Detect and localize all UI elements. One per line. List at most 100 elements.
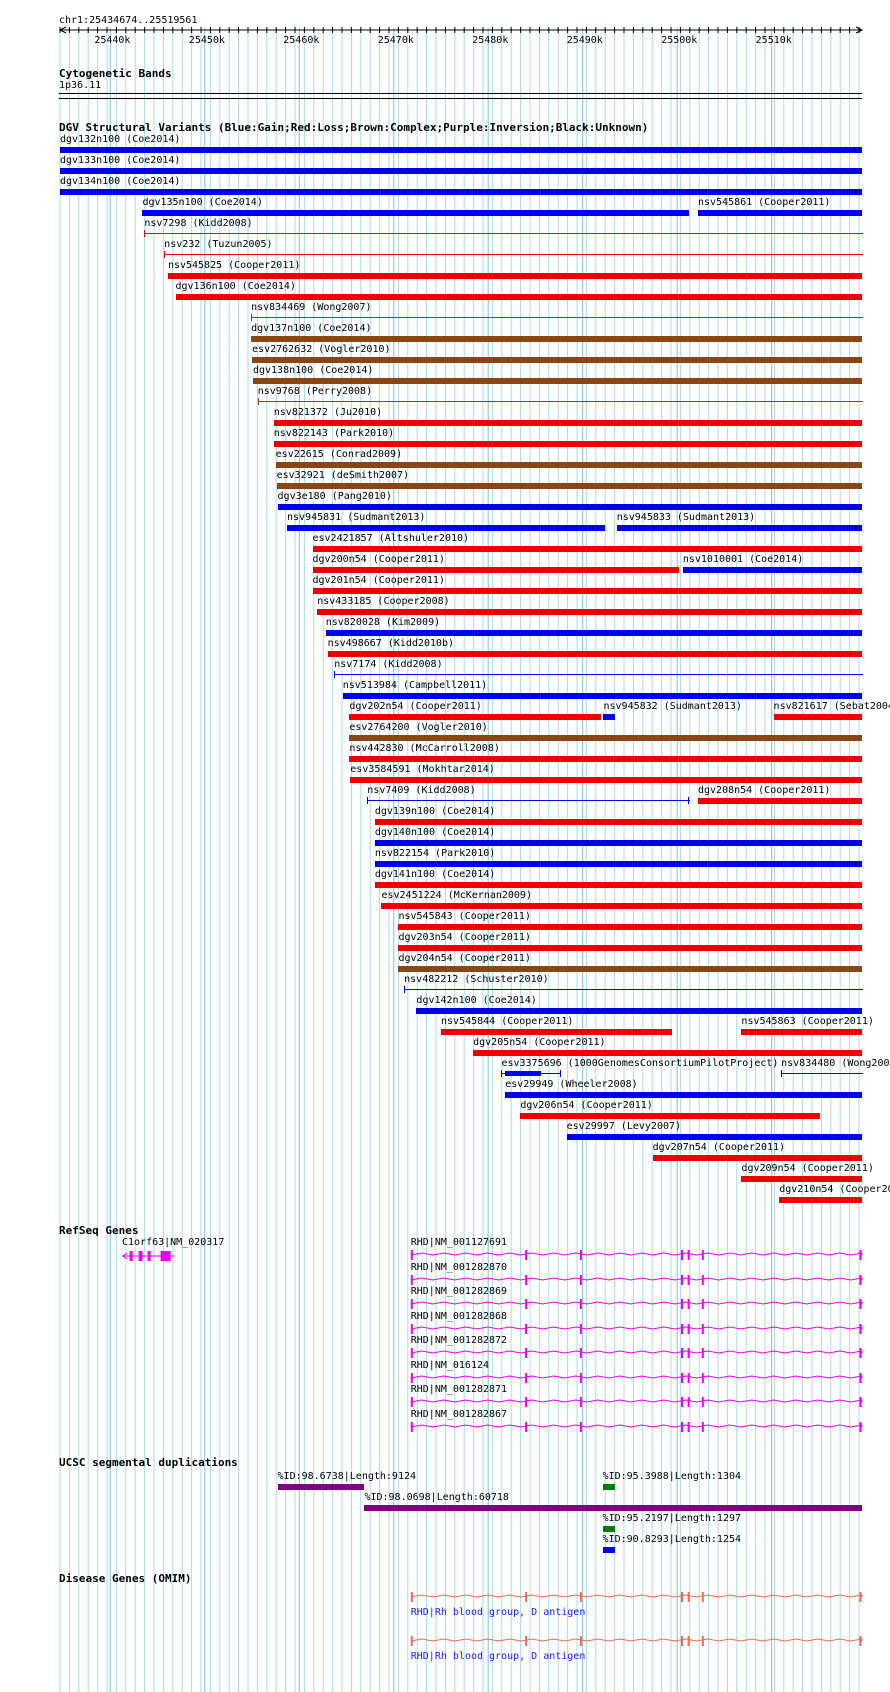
dgv-variant-bar[interactable]	[317, 609, 862, 615]
segdup-bar[interactable]	[602, 1547, 615, 1553]
dgv-variant-label[interactable]: dgv201n54 (Cooper2011)	[312, 575, 445, 586]
dgv-variant-bar[interactable]	[779, 1197, 862, 1203]
dgv-variant-label[interactable]: dgv134n100 (Coe2014)	[60, 176, 181, 187]
track-title-segdups[interactable]: UCSC segmental duplications	[59, 1456, 238, 1469]
dgv-variant-bar[interactable]	[603, 714, 615, 720]
dgv-variant-bar[interactable]	[440, 1029, 673, 1035]
dgv-variant-label[interactable]: dgv132n100 (Coe2014)	[60, 134, 181, 145]
dgv-variant-bar[interactable]	[60, 147, 862, 153]
dgv-variant-label[interactable]: nsv545825 (Cooper2011)	[167, 260, 301, 271]
dgv-variant-bar[interactable]	[325, 630, 862, 636]
segdup-bar[interactable]	[277, 1484, 365, 1490]
dgv-variant-label[interactable]: dgv3e180 (Pang2010)	[277, 491, 392, 502]
dgv-variant-label[interactable]: nsv834480 (Wong2007)	[781, 1058, 890, 1069]
dgv-variant-label[interactable]: nsv232 (Tuzun2005)	[164, 239, 273, 250]
dgv-variant-label[interactable]: dgv135n100 (Coe2014)	[142, 197, 263, 208]
dgv-variant-label[interactable]: nsv822143 (Park2010)	[273, 428, 395, 439]
dgv-variant-bar[interactable]	[398, 924, 862, 930]
dgv-variant-label[interactable]: esv3375696 (1000GenomesConsortiumPilotPr…	[501, 1058, 779, 1069]
dgv-variant-bar[interactable]	[398, 966, 862, 972]
dgv-variant-bar[interactable]	[342, 693, 862, 699]
dgv-variant-label[interactable]: dgv139n100 (Coe2014)	[374, 806, 496, 817]
gene-model-rhd[interactable]	[0, 1296, 890, 1312]
dgv-variant-label[interactable]: dgv204n54 (Cooper2011)	[398, 953, 531, 964]
dgv-variant-bar[interactable]	[277, 504, 862, 510]
dgv-variant-label[interactable]: dgv200n54 (Cooper2011)	[312, 554, 445, 565]
segdup-label[interactable]: %ID:90.8293|Length:1254	[602, 1534, 742, 1545]
dgv-variant-bar[interactable]	[167, 273, 862, 279]
gene-model-rhd[interactable]	[0, 1321, 890, 1337]
dgv-variant-bar[interactable]	[312, 546, 862, 552]
dgv-variant-bar[interactable]	[276, 483, 862, 489]
dgv-variant-bar[interactable]	[741, 1176, 862, 1182]
dgv-variant-label[interactable]: dgv136n100 (Coe2014)	[175, 281, 296, 292]
dgv-variant-bar[interactable]	[349, 714, 601, 720]
dgv-variant-bar[interactable]	[398, 945, 862, 951]
gene-label-rhd[interactable]: RHD|NM_001282869	[410, 1286, 508, 1297]
dgv-variant-label[interactable]: dgv138n100 (Coe2014)	[252, 365, 374, 376]
dgv-variant-bar[interactable]	[682, 567, 862, 573]
dgv-variant-bar[interactable]	[252, 357, 862, 363]
dgv-variant-label[interactable]: nsv513984 (Campbell2011)	[342, 680, 488, 691]
omim-label[interactable]: RHD|Rh blood group, D antigen	[410, 1607, 586, 1618]
segdup-bar[interactable]	[602, 1484, 615, 1490]
dgv-variant-label[interactable]: nsv433185 (Cooper2008)	[317, 596, 450, 607]
gene-model-rhd[interactable]	[0, 1370, 890, 1386]
dgv-variant-label[interactable]: esv29949 (Wheeler2008)	[505, 1079, 638, 1090]
dgv-variant-label[interactable]: dgv141n100 (Coe2014)	[374, 869, 496, 880]
dgv-variant-bar[interactable]	[327, 651, 862, 657]
cytoband-label[interactable]: 1p36.11	[59, 80, 102, 91]
dgv-variant-label[interactable]: esv29997 (Levy2007)	[566, 1121, 682, 1132]
dgv-variant-label[interactable]: nsv821617 (Sebat2004)	[773, 701, 890, 712]
dgv-variant-label[interactable]: nsv945833 (Sudmant2013)	[616, 512, 756, 523]
dgv-variant-label[interactable]: nsv834469 (Wong2007)	[251, 302, 372, 313]
dgv-variant-bar[interactable]	[251, 336, 862, 342]
dgv-variant-label[interactable]: nsv821372 (Ju2010)	[273, 407, 383, 418]
dgv-variant-label[interactable]: dgv140n100 (Coe2014)	[374, 827, 496, 838]
dgv-variant-label[interactable]: esv2421857 (Altshuler2010)	[312, 533, 470, 544]
dgv-variant-label[interactable]: esv2451224 (McKernan2009)	[381, 890, 532, 901]
dgv-variant-label[interactable]: esv3584591 (Mokhtar2014)	[350, 764, 495, 775]
dgv-variant-label[interactable]: dgv202n54 (Cooper2011)	[349, 701, 482, 712]
dgv-variant-bar[interactable]	[251, 317, 863, 318]
dgv-variant-label[interactable]: dgv137n100 (Coe2014)	[251, 323, 372, 334]
gene-model-rhd[interactable]	[0, 1272, 890, 1288]
dgv-variant-bar[interactable]	[144, 233, 863, 234]
dgv-variant-bar[interactable]	[164, 254, 863, 255]
dgv-variant-label[interactable]: nsv545863 (Cooper2011)	[741, 1016, 874, 1027]
dgv-variant-bar[interactable]	[374, 840, 862, 846]
dgv-variant-bar[interactable]	[404, 989, 863, 990]
dgv-variant-label[interactable]: nsv545844 (Cooper2011)	[440, 1016, 574, 1027]
dgv-variant-bar[interactable]	[374, 819, 862, 825]
dgv-variant-bar[interactable]	[60, 168, 862, 174]
dgv-variant-bar[interactable]	[616, 525, 862, 531]
gene-label-rhd[interactable]: RHD|NM_001282870	[410, 1261, 508, 1273]
dgv-variant-bar[interactable]	[781, 1073, 863, 1074]
dgv-variant-label[interactable]: esv2764200 (Vogler2010)	[349, 722, 488, 733]
dgv-variant-bar[interactable]	[697, 210, 862, 216]
track-title-cytobands[interactable]: Cytogenetic Bands	[59, 67, 172, 80]
dgv-variant-label[interactable]: dgv209n54 (Cooper2011)	[741, 1163, 874, 1174]
dgv-variant-label[interactable]: dgv207n54 (Cooper2011)	[652, 1142, 786, 1153]
gene-label-rhd[interactable]: RHD|NM_016124	[410, 1359, 490, 1371]
dgv-variant-bar[interactable]	[381, 903, 862, 909]
dgv-variant-label[interactable]: nsv7174 (Kidd2008)	[334, 659, 443, 670]
dgv-variant-label[interactable]: nsv482212 (Schuster2010)	[404, 974, 549, 985]
dgv-variant-bar[interactable]	[520, 1113, 820, 1119]
gene-model-c1orf63[interactable]	[0, 1247, 890, 1267]
dgv-variant-bar[interactable]	[175, 294, 862, 300]
dgv-variant-bar[interactable]	[273, 420, 862, 426]
dgv-variant-label[interactable]: dgv142n100 (Coe2014)	[416, 995, 537, 1006]
dgv-variant-label[interactable]: nsv822154 (Park2010)	[374, 848, 496, 859]
dgv-variant-bar[interactable]	[252, 378, 862, 384]
dgv-variant-label[interactable]: dgv133n100 (Coe2014)	[60, 155, 181, 166]
dgv-variant-bar[interactable]	[273, 441, 862, 447]
dgv-variant-bar[interactable]	[275, 462, 862, 468]
dgv-variant-label[interactable]: esv2762632 (Vogler2010)	[252, 344, 391, 355]
dgv-variant-bar[interactable]	[60, 189, 862, 195]
gene-label-rhd[interactable]: RHD|NM_001127691	[410, 1237, 508, 1248]
segdup-label[interactable]: %ID:95.2197|Length:1297	[602, 1513, 742, 1524]
dgv-variant-label[interactable]: nsv945831 (Sudmant2013)	[286, 512, 426, 523]
dgv-variant-bar[interactable]	[257, 401, 863, 402]
gene-label-rhd[interactable]: RHD|NM_001282872	[410, 1335, 508, 1346]
